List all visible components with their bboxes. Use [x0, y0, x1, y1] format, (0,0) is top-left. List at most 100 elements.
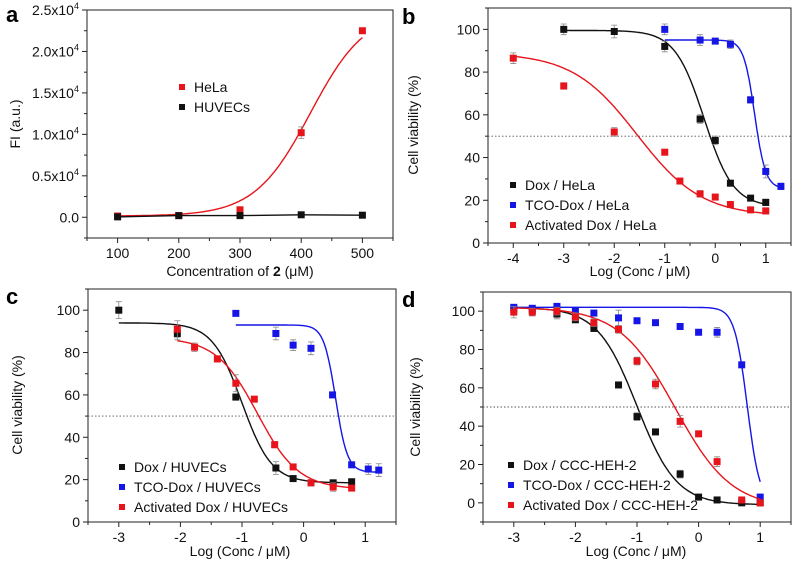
- data-point: [738, 361, 746, 369]
- x-axis-title: Concentration of 2 (μM): [166, 263, 313, 279]
- data-point: [610, 28, 618, 35]
- y-tick-label: 1.0x104: [32, 125, 79, 142]
- fit-curve: [513, 306, 761, 482]
- legend-label: Activated Dox / CCC-HEH-2: [523, 497, 698, 513]
- series-tco-dox-huvecs: [232, 309, 383, 477]
- data-point: [250, 395, 258, 403]
- y-tick-label: 100: [57, 302, 81, 318]
- data-point: [272, 329, 280, 337]
- data-point: [610, 128, 618, 136]
- data-point: [329, 391, 337, 399]
- y-tick-label: 0: [467, 495, 475, 511]
- data-point: [615, 314, 623, 322]
- fit-curve: [177, 340, 352, 489]
- data-point: [553, 302, 561, 310]
- y-tick-label: 2.0x104: [32, 42, 79, 59]
- data-point: [738, 496, 746, 504]
- data-point: [571, 307, 579, 315]
- y-tick-label: 40: [464, 150, 480, 166]
- legend-label: HUVECs: [194, 99, 250, 115]
- y-axis-title: Cell viability (%): [9, 355, 25, 455]
- legend-label: TCO-Dox / CCC-HEH-2: [523, 477, 671, 493]
- data-point: [571, 313, 579, 321]
- data-point: [297, 211, 305, 219]
- data-point: [747, 96, 755, 104]
- y-tick-label: 0.5x104: [32, 167, 79, 184]
- data-point: [633, 317, 641, 325]
- data-point: [676, 323, 684, 330]
- data-point: [509, 54, 517, 62]
- data-point: [358, 211, 366, 219]
- x-tick-label: 1: [756, 529, 764, 545]
- series-activated-dox-ccc-heh-2: [510, 305, 764, 507]
- data-point: [651, 380, 659, 388]
- data-point: [726, 179, 734, 187]
- x-tick-label: -2: [569, 529, 582, 545]
- data-point: [695, 430, 703, 438]
- y-tick-label: 20: [459, 457, 475, 473]
- data-point: [232, 393, 240, 401]
- y-tick-label: 40: [64, 429, 80, 445]
- legend-label: Dox / HeLa: [525, 177, 595, 193]
- data-point: [358, 27, 366, 35]
- y-tick-label: 80: [464, 64, 480, 80]
- panel-letter: a: [6, 2, 19, 27]
- data-point: [711, 37, 719, 45]
- x-tick-label: 100: [106, 245, 130, 261]
- data-point: [661, 148, 669, 156]
- y-tick-label: 2.5x104: [32, 1, 79, 18]
- data-point: [762, 207, 770, 215]
- legend-marker: [508, 482, 514, 488]
- data-point: [272, 464, 280, 472]
- legend-marker: [510, 222, 516, 228]
- fit-curve: [664, 39, 782, 188]
- x-axis-title: Log (Conc / μM): [190, 543, 291, 559]
- data-point: [329, 483, 337, 491]
- y-tick-label: 20: [64, 472, 80, 488]
- data-point: [114, 213, 122, 221]
- data-point: [560, 82, 568, 90]
- data-point: [173, 325, 181, 333]
- y-tick-label: 1.5x104: [32, 84, 79, 101]
- y-tick-label: 60: [464, 107, 480, 123]
- data-point: [695, 328, 703, 336]
- data-point: [115, 306, 123, 314]
- data-point: [213, 355, 221, 363]
- y-axis-title: Cell viability (%): [407, 357, 423, 457]
- x-tick-label: 0: [695, 529, 703, 545]
- panel-letter: b: [402, 4, 415, 29]
- legend-marker: [510, 202, 516, 208]
- data-point: [711, 193, 719, 201]
- y-tick-label: 40: [459, 418, 475, 434]
- x-axis-title: Log (Conc / μM): [590, 263, 691, 279]
- series-tco-dox-hela: [661, 23, 785, 190]
- data-point: [713, 496, 721, 504]
- x-tick-label: 1: [361, 529, 369, 545]
- fit-curve: [513, 307, 761, 506]
- x-tick-label: 1: [762, 250, 770, 266]
- data-point: [175, 212, 183, 220]
- data-point: [307, 344, 315, 352]
- data-point: [528, 308, 536, 316]
- data-point: [236, 206, 244, 214]
- data-point: [695, 493, 703, 501]
- legend-marker: [179, 104, 185, 110]
- legend-marker: [119, 464, 125, 470]
- fit-curve: [513, 55, 766, 214]
- data-point: [289, 463, 297, 471]
- data-point: [711, 136, 719, 144]
- data-point: [590, 319, 598, 327]
- x-tick-label: 500: [351, 245, 375, 261]
- data-point: [615, 325, 623, 333]
- data-point: [726, 201, 734, 209]
- data-point: [297, 129, 305, 137]
- x-tick-label: -3: [558, 250, 571, 266]
- data-point: [364, 465, 372, 473]
- y-tick-label: 60: [459, 380, 475, 396]
- legend-label: Activated Dox / HeLa: [525, 217, 657, 233]
- y-axis-title: FI (a.u.): [7, 99, 23, 148]
- data-point: [191, 343, 199, 351]
